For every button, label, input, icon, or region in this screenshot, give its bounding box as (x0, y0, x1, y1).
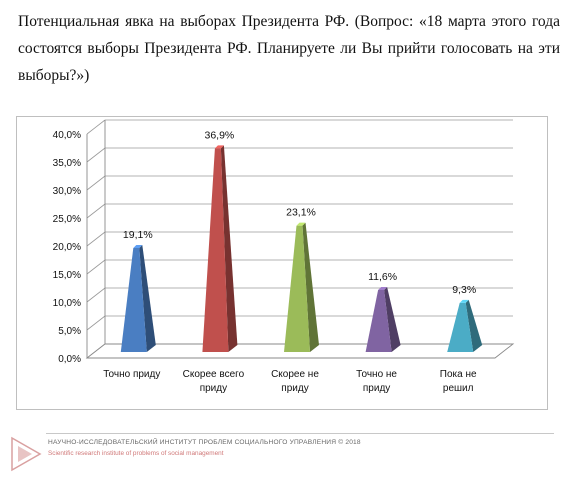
x-tick-label: Точно не (356, 369, 397, 380)
y-tick-label: 25,0% (53, 214, 81, 225)
x-tick-label: Скорее не (271, 369, 319, 380)
grid-line-side (86, 315, 106, 331)
chart-frame: 0,0% 5,0% 10,0% 15,0% 20,0% 25,0% 30,0% 35,0% 40… (16, 116, 548, 410)
y-tick-label: 15,0% (53, 270, 81, 281)
page-title: Потенциальная явка на выборах Президента… (18, 13, 560, 84)
pyramid-bar (120, 248, 147, 352)
pyramid-bar (447, 302, 474, 352)
pyramid-bar-side (302, 222, 319, 352)
pyramid-bar-top (459, 299, 469, 303)
y-tick-label: 0,0% (58, 354, 81, 365)
pyramid-bar-top (133, 245, 143, 249)
pyramid-bar-top (378, 287, 388, 291)
data-label: 9,3% (452, 284, 476, 296)
data-label: 36,9% (205, 129, 235, 141)
x-tick-label: приду (363, 383, 390, 394)
y-tick-label: 10,0% (53, 298, 81, 309)
data-label: 23,1% (286, 207, 316, 219)
y-tick-label: 30,0% (53, 186, 81, 197)
grid-line-side (86, 259, 106, 275)
grid-line-side (86, 147, 106, 163)
y-tick-label: 5,0% (58, 326, 81, 337)
y-tick-label: 20,0% (53, 242, 81, 253)
data-label: 11,6% (368, 271, 397, 283)
grid-line-side (86, 175, 106, 191)
pyramid-bar-top (296, 222, 306, 226)
pyramid-bar-side (220, 145, 238, 352)
pyramid-bar-top (214, 145, 224, 149)
data-label: 19,1% (123, 229, 153, 241)
x-tick-label: приду (281, 383, 308, 394)
institute-logo (11, 436, 42, 472)
footer-divider (46, 433, 554, 434)
x-tick-label: Точно приду (103, 369, 160, 380)
grid-line-side (86, 231, 106, 247)
grid-line-side (86, 203, 106, 219)
x-tick-label: Скорее всего (183, 369, 245, 380)
pyramid-bar (202, 148, 229, 352)
footer-organization-english: Scientific research institute of problem… (48, 450, 224, 457)
grid-line-side (86, 287, 106, 303)
pyramid-bar-side (384, 287, 401, 352)
pyramid-bar-chart: 0,0% 5,0% 10,0% 15,0% 20,0% 25,0% 30,0% 35,0% 40… (53, 119, 515, 394)
footer-organization: НАУЧНО-ИССЛЕДОВАТЕЛЬСКИЙ ИНСТИТУТ ПРОБЛЕ… (48, 439, 361, 446)
y-tick-label: 35,0% (53, 158, 81, 169)
grid-line-side (86, 119, 106, 135)
pyramid-bar (365, 290, 392, 352)
y-tick-label: 40,0% (53, 130, 81, 141)
x-tick-label: приду (200, 383, 227, 394)
pyramid-bar-side (465, 299, 483, 352)
pyramid-bar-side (139, 245, 156, 352)
x-tick-label: решил (443, 383, 474, 394)
pyramid-bar (284, 225, 310, 352)
x-tick-label: Пока не (440, 369, 477, 380)
